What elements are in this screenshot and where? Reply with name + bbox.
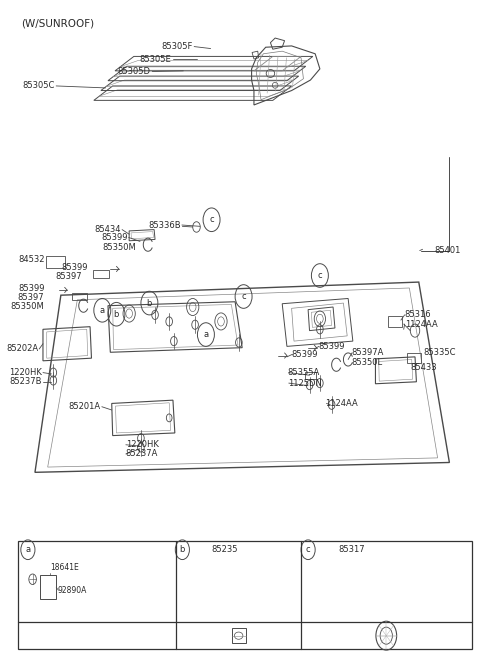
Text: 85305F: 85305F xyxy=(161,42,193,51)
Text: a: a xyxy=(25,545,30,554)
Text: 85350M: 85350M xyxy=(102,243,136,252)
Text: 85336B: 85336B xyxy=(148,220,181,230)
Text: 85397A: 85397A xyxy=(351,348,384,358)
Text: 85237A: 85237A xyxy=(126,449,158,459)
Text: 85305D: 85305D xyxy=(117,67,150,76)
Text: a: a xyxy=(100,306,105,315)
Text: b: b xyxy=(147,298,152,308)
Text: 85399: 85399 xyxy=(318,342,345,351)
Text: 1220HK: 1220HK xyxy=(9,368,42,377)
Text: 85350L: 85350L xyxy=(351,358,382,367)
Text: 85433: 85433 xyxy=(410,363,437,372)
Text: c: c xyxy=(241,292,246,301)
Text: 85235: 85235 xyxy=(212,545,238,554)
Text: 85401: 85401 xyxy=(435,246,461,255)
Text: 85201A: 85201A xyxy=(69,402,101,411)
Text: 1124AA: 1124AA xyxy=(325,399,358,408)
Text: (W/SUNROOF): (W/SUNROOF) xyxy=(21,18,94,28)
Text: 85202A: 85202A xyxy=(6,344,38,354)
Text: 85399: 85399 xyxy=(18,284,44,293)
Text: 85305E: 85305E xyxy=(140,54,171,64)
Text: b: b xyxy=(114,310,119,319)
Text: 85335C: 85335C xyxy=(423,348,456,358)
Text: 1220HK: 1220HK xyxy=(126,440,159,449)
Text: b: b xyxy=(180,545,185,554)
Text: 1125DN: 1125DN xyxy=(288,379,322,388)
Text: 92890A: 92890A xyxy=(58,586,87,595)
Text: 18641E: 18641E xyxy=(50,563,79,572)
Text: a: a xyxy=(204,330,208,339)
Text: c: c xyxy=(209,215,214,224)
Text: 85434: 85434 xyxy=(95,225,121,234)
Text: 85397: 85397 xyxy=(18,293,44,302)
Text: 85355A: 85355A xyxy=(288,368,320,377)
Text: c: c xyxy=(306,545,311,554)
Text: 84532: 84532 xyxy=(18,255,44,264)
Text: 85397: 85397 xyxy=(55,272,82,281)
Text: c: c xyxy=(318,271,322,280)
Text: 85399: 85399 xyxy=(61,263,88,272)
Text: 85317: 85317 xyxy=(339,545,365,554)
Text: 1124AA: 1124AA xyxy=(405,319,437,329)
Text: 85237B: 85237B xyxy=(10,377,42,386)
Text: 85305C: 85305C xyxy=(23,81,55,91)
Text: 85399: 85399 xyxy=(292,350,318,359)
Text: 85316: 85316 xyxy=(405,310,431,319)
Text: 85350M: 85350M xyxy=(11,302,44,311)
Text: 85399: 85399 xyxy=(101,233,128,242)
